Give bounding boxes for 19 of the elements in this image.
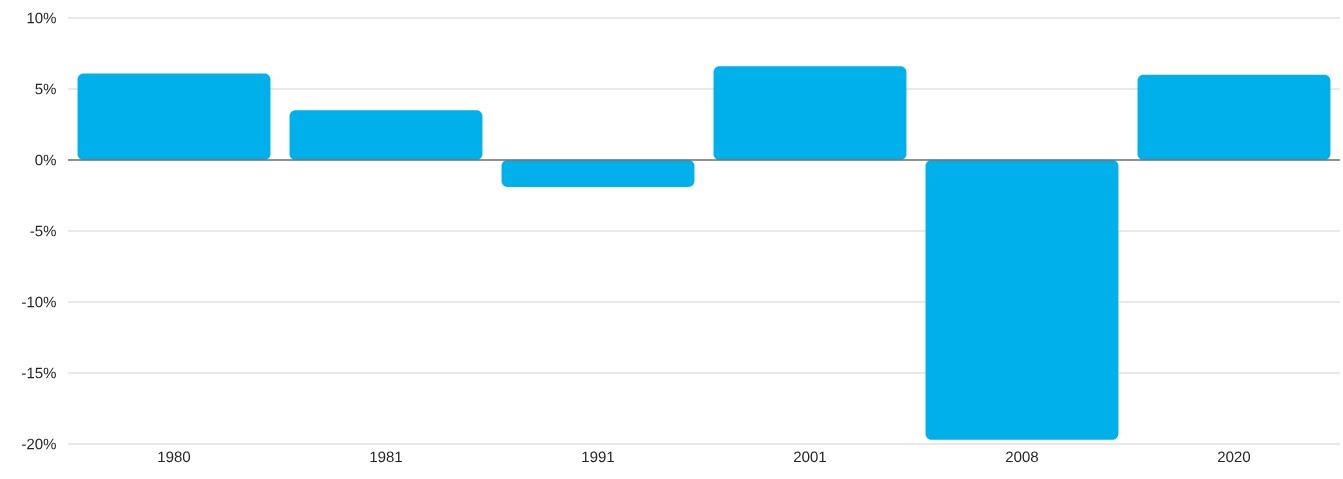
y-tick-label: -10% [22, 296, 56, 308]
bar [713, 66, 907, 160]
x-tick-label: 1980 [158, 451, 191, 463]
x-tick-label: 1981 [370, 451, 402, 463]
x-tick-label: 1991 [582, 451, 614, 463]
bar [77, 73, 271, 160]
x-tick-label: 2020 [1218, 451, 1251, 463]
y-tick-label: -5% [30, 225, 56, 237]
y-tick-label: -20% [22, 438, 56, 450]
y-tick-label: 10% [27, 12, 56, 24]
x-tick-label: 2001 [794, 451, 826, 463]
bar [289, 110, 483, 160]
y-tick-label: 5% [35, 83, 56, 95]
y-tick-label: -15% [22, 367, 56, 379]
x-tick-label: 2008 [1006, 451, 1038, 463]
y-tick-label: 0% [35, 154, 56, 166]
bar [1137, 74, 1331, 160]
bar [501, 160, 695, 187]
bar [925, 160, 1119, 440]
